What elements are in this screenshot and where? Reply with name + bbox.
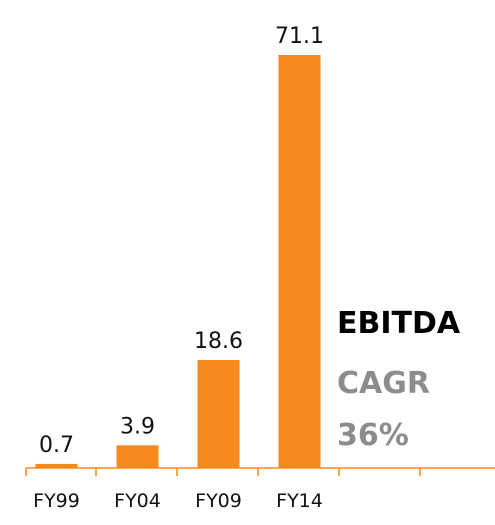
bar	[278, 55, 321, 468]
data-label: 18.6	[194, 329, 243, 354]
data-label: 3.9	[120, 414, 155, 439]
bar	[116, 445, 159, 468]
data-label: 0.7	[39, 433, 74, 458]
annotation: CAGR	[337, 366, 430, 401]
bar	[35, 463, 78, 468]
x-tick-label: FY09	[195, 490, 242, 512]
x-tick-label: FY99	[33, 490, 80, 512]
x-tick-label: FY14	[276, 490, 323, 512]
annotation: 36%	[337, 418, 409, 453]
data-label: 71.1	[275, 24, 324, 49]
x-tick-label: FY04	[114, 490, 161, 512]
bar	[197, 359, 240, 468]
annotation: EBITDA	[337, 306, 461, 341]
